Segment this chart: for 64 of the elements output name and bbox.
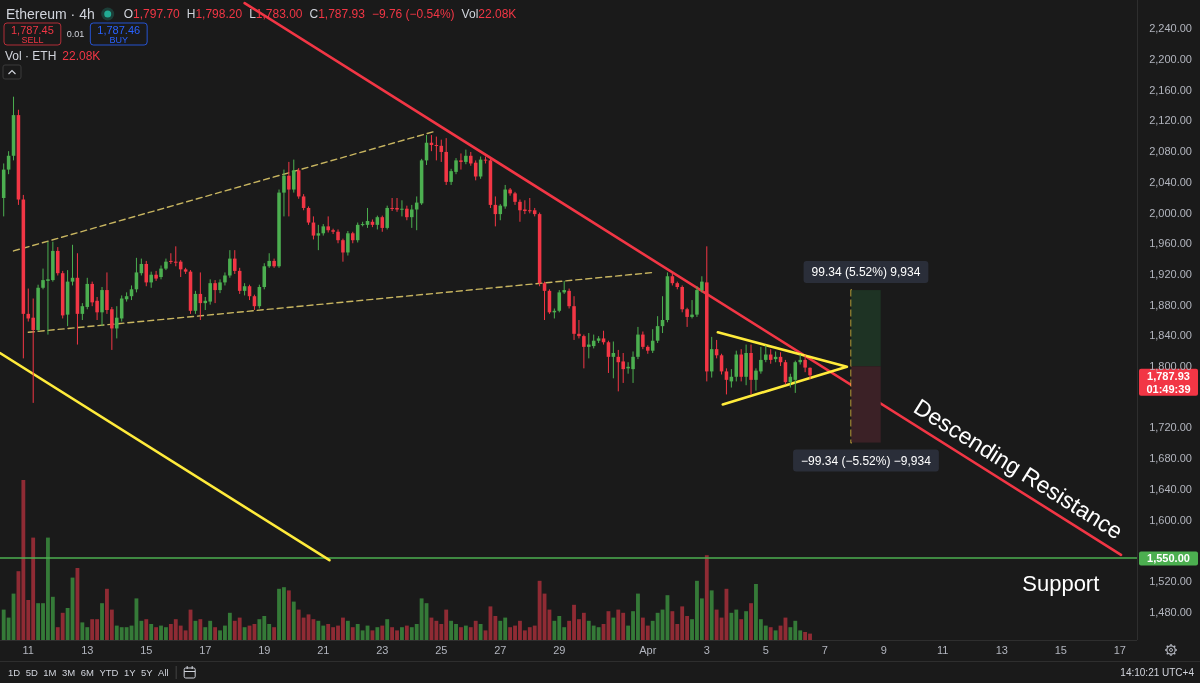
- annotation: O1,797.70: [123, 7, 181, 21]
- y-tick-label: 1,480.00: [1149, 605, 1192, 618]
- x-tick-label: 19: [258, 644, 271, 656]
- y-tick-label: 2,240.00: [1149, 22, 1192, 35]
- x-tick-label: 29: [553, 644, 566, 656]
- annotation: 1,787.45: [11, 24, 54, 36]
- text: 01:49:39: [1146, 382, 1191, 395]
- y-tick-label: 1,840.00: [1149, 329, 1192, 342]
- text: All: [158, 667, 169, 678]
- y-tick-label: 1,520.00: [1149, 574, 1192, 587]
- data-label: 99.34 (5.52%) 9,934: [811, 265, 921, 280]
- annotation: Support: [1022, 571, 1100, 597]
- x-tick-label: 27: [494, 644, 507, 656]
- x-tick-label: 3: [703, 644, 710, 656]
- y-tick-label: 1,880.00: [1149, 298, 1192, 311]
- text: 6M: [80, 667, 94, 678]
- annotation: BUY: [109, 35, 128, 45]
- x-tick-label: 13: [81, 644, 94, 656]
- y-tick-label: 2,160.00: [1149, 83, 1192, 96]
- text: 1Y: [123, 667, 137, 678]
- x-tick-label: 5: [762, 644, 769, 656]
- text: YTD: [99, 667, 119, 678]
- x-tick-label: 21: [317, 644, 330, 656]
- annotation: 0.01: [66, 29, 85, 39]
- text: 5Y: [141, 667, 154, 678]
- annotation: H1,798.20: [186, 7, 243, 21]
- annotation: SELL: [21, 35, 44, 45]
- x-tick-label: 13: [995, 644, 1008, 656]
- annotation: Vol22.08K: [461, 7, 517, 21]
- annotation: 1,787.46: [97, 24, 141, 36]
- y-tick-label: 1,720.00: [1149, 421, 1192, 434]
- annotation: Vol · ETH: [5, 49, 57, 63]
- chart-title: Ethereum · 4h: [6, 6, 95, 22]
- text: 14:10:21 UTC+4: [1120, 667, 1195, 678]
- x-tick-label: 25: [435, 644, 448, 656]
- x-tick-label: 17: [199, 644, 212, 656]
- text: 1,787.93: [1147, 369, 1190, 382]
- y-tick-label: 1,640.00: [1149, 482, 1192, 495]
- text: 1M: [43, 667, 57, 678]
- y-tick-label: 2,080.00: [1149, 145, 1192, 158]
- x-tick-label: 9: [880, 644, 887, 656]
- x-tick-label: 7: [821, 644, 828, 656]
- annotation: 22.08K: [62, 49, 101, 63]
- x-tick-label: 17: [1113, 644, 1126, 656]
- annotation: C1,787.93: [309, 7, 366, 21]
- x-tick-label: 11: [937, 644, 949, 656]
- x-tick-label: 15: [140, 644, 153, 656]
- text: 5D: [25, 667, 38, 678]
- text: 1D: [8, 667, 21, 678]
- y-tick-label: 1,680.00: [1149, 452, 1192, 465]
- x-tick-label: 11: [22, 644, 34, 656]
- text: 3M: [61, 667, 76, 678]
- y-tick-label: 1,960.00: [1149, 237, 1192, 250]
- x-tick-label: Apr: [639, 644, 657, 656]
- y-tick-label: 2,120.00: [1149, 114, 1192, 127]
- y-tick-label: 1,920.00: [1149, 267, 1192, 280]
- x-tick-label: 23: [376, 644, 389, 656]
- y-tick-label: 2,040.00: [1149, 175, 1192, 188]
- y-tick-label: 1,600.00: [1149, 513, 1192, 526]
- x-tick-label: 15: [1054, 644, 1067, 656]
- y-tick-label: 2,000.00: [1149, 206, 1192, 219]
- annotation: −9.76 (−0.54%): [371, 7, 455, 21]
- ref-line-label: 1,550.00: [1147, 552, 1190, 565]
- y-tick-label: 2,200.00: [1149, 53, 1192, 66]
